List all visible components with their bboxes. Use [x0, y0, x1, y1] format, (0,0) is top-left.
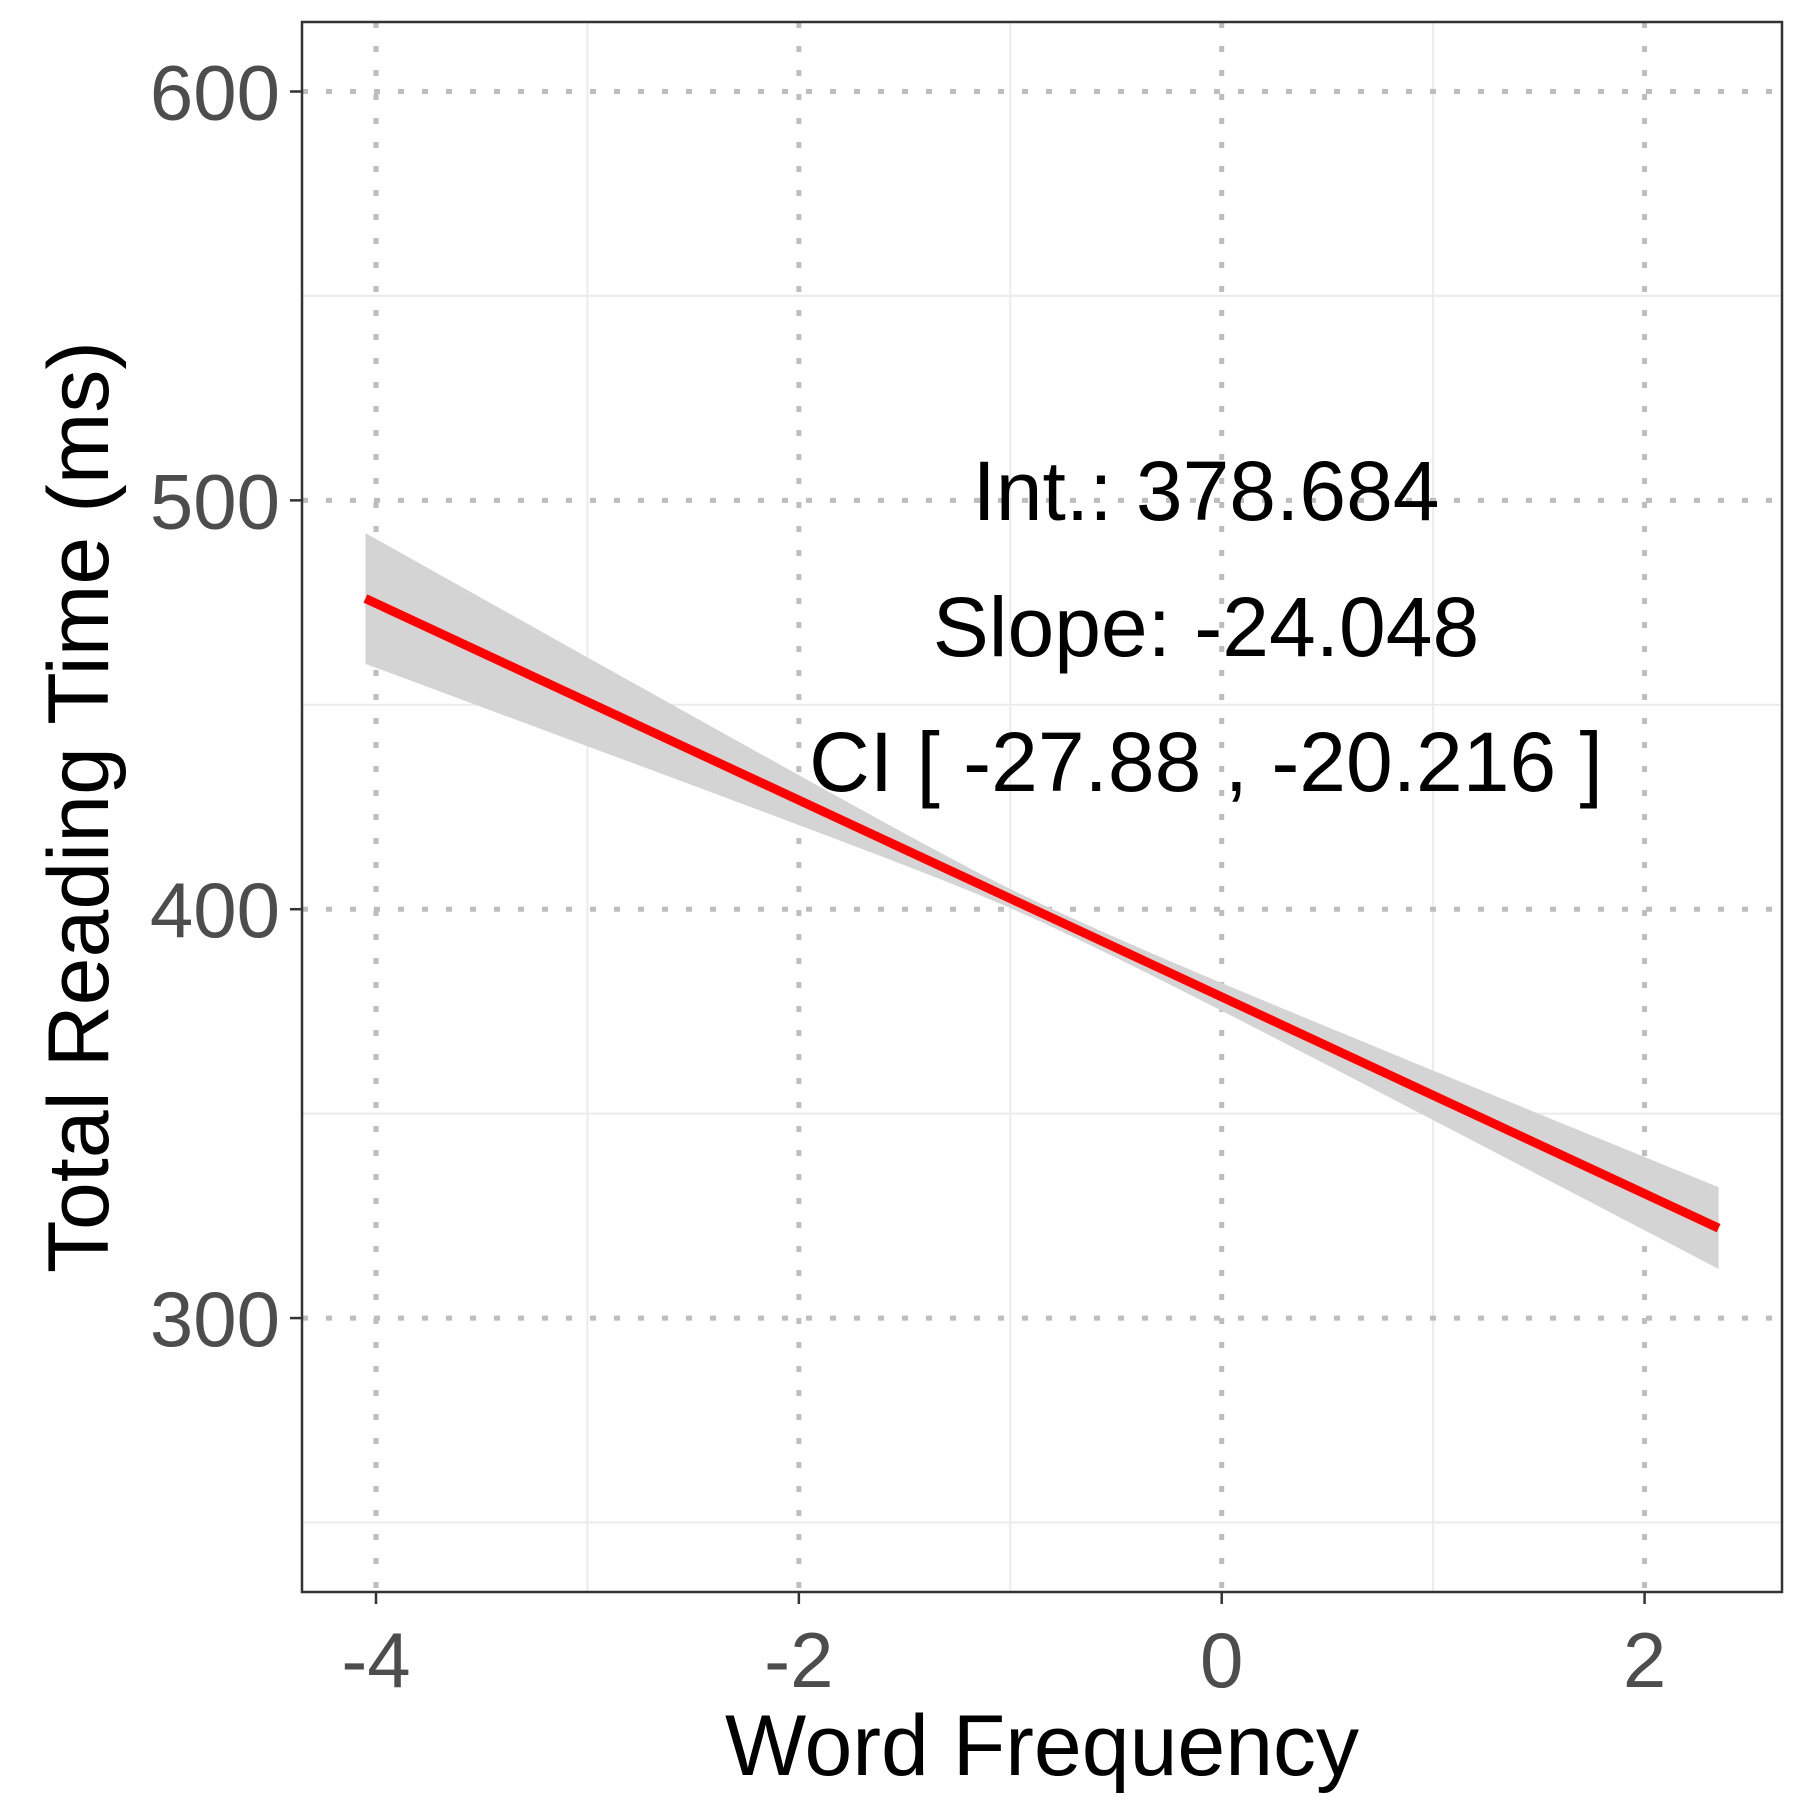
annotation-intercept: Int.: 378.684	[972, 444, 1439, 538]
axis-ticks	[290, 90, 1646, 1604]
x-tick-label: 2	[1623, 1616, 1666, 1704]
y-tick-labels: 300 400 500 600	[150, 49, 280, 1364]
panel-background	[302, 22, 1782, 1592]
x-tick-label: -2	[764, 1616, 833, 1704]
x-tick-label: 0	[1200, 1616, 1243, 1704]
annotation-block: Int.: 378.684 Slope: -24.048 CI [ -27.88…	[809, 444, 1603, 809]
y-axis-title: Total Reading Time (ms)	[31, 341, 127, 1273]
regression-line	[363, 594, 1721, 1233]
y-tick-label: 600	[150, 49, 280, 137]
x-tick-labels: -4 -2 0 2	[341, 1616, 1666, 1704]
x-tick-label: -4	[341, 1616, 410, 1704]
confidence-band-layer	[365, 533, 1719, 1269]
annotation-slope: Slope: -24.048	[933, 580, 1479, 674]
confidence-band	[365, 533, 1719, 1269]
panel-border	[300, 20, 1784, 1594]
x-axis-title: Word Frequency	[725, 1698, 1359, 1794]
regression-line-layer	[363, 594, 1721, 1233]
y-tick-label: 300	[150, 1275, 280, 1363]
y-tick-label: 500	[150, 457, 280, 545]
annotation-ci: CI [ -27.88 , -20.216 ]	[809, 715, 1603, 809]
minor-gridlines	[302, 22, 1782, 1592]
y-tick-label: 400	[150, 866, 280, 954]
